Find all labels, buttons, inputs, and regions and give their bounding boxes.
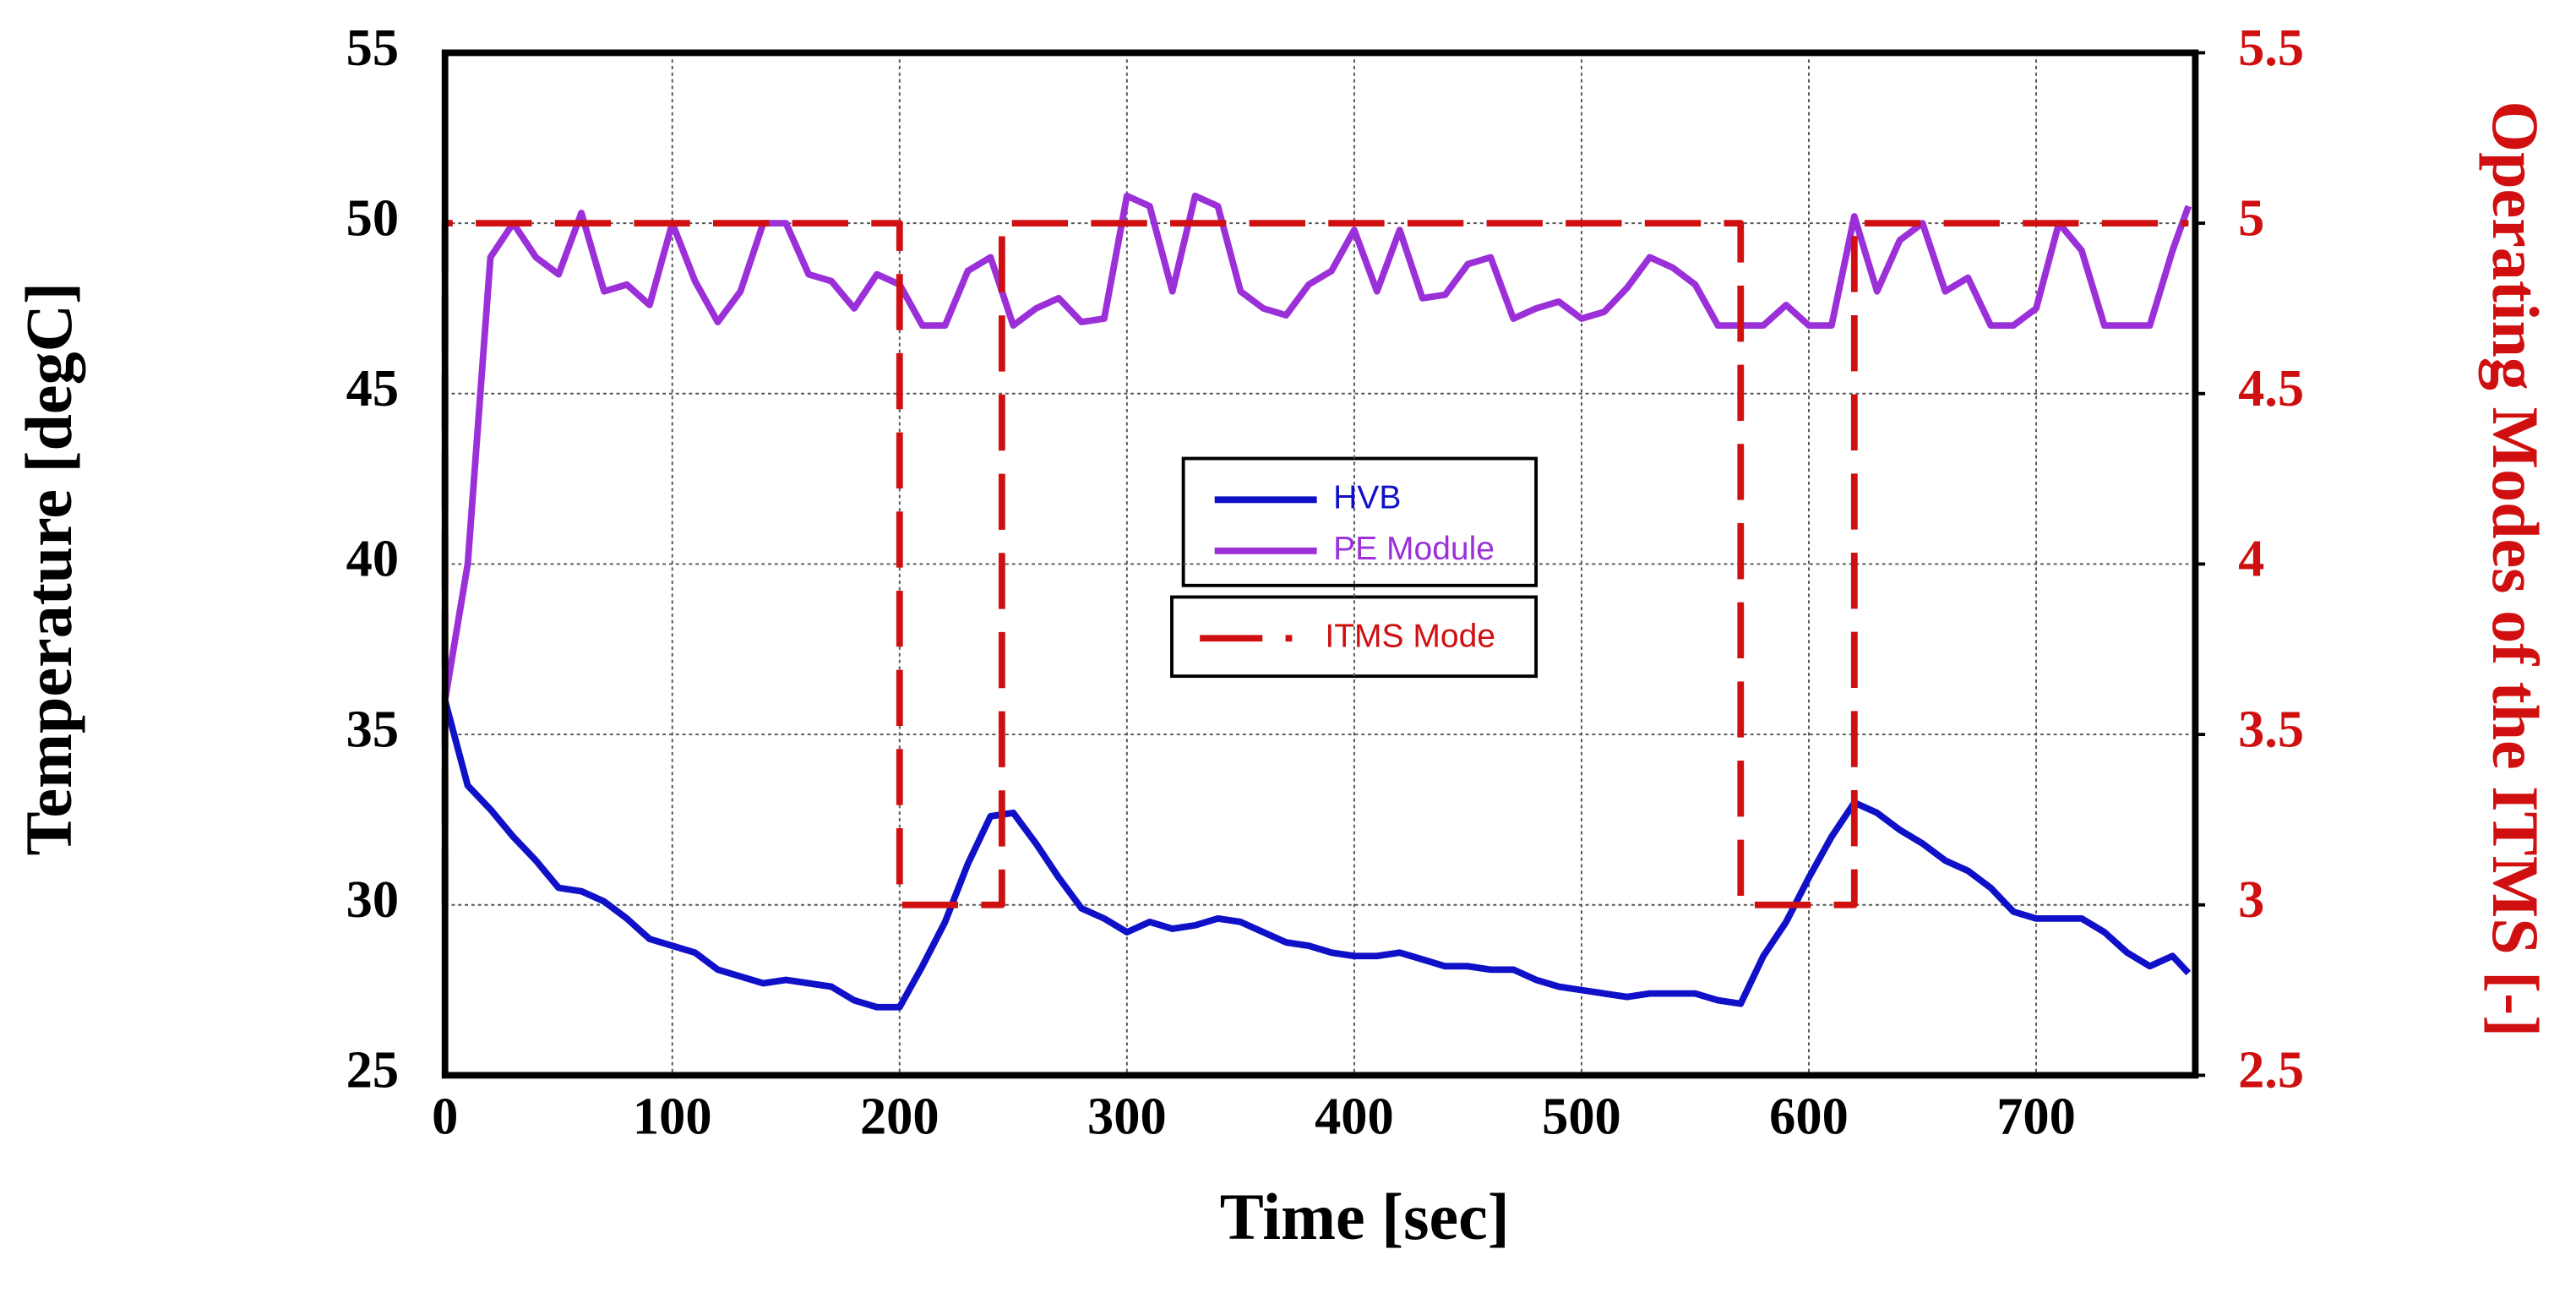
y2-tick-label: 4.5 (2238, 358, 2304, 417)
x-tick-label: 0 (432, 1086, 458, 1145)
y-tick-label: 40 (346, 529, 399, 588)
y-tick-label: 30 (346, 870, 399, 929)
y2-axis-label: Operating Modes of the ITMS [-] (2479, 101, 2552, 1037)
y2-tick-label: 2.5 (2238, 1040, 2304, 1099)
series-line (441, 699, 2192, 1011)
x-tick-label: 100 (633, 1086, 712, 1145)
x-axis-label: Time [sec] (1220, 1180, 1510, 1253)
y-axis-label: Temperature [degC] (12, 282, 85, 855)
series-line (441, 220, 2189, 908)
y-tick-label: 55 (346, 18, 399, 77)
y2-tick-label: 5.5 (2238, 18, 2304, 77)
legend-label: PE Module (1333, 531, 1495, 567)
x-tick-label: 400 (1315, 1086, 1394, 1145)
legend-label: ITMS Mode (1325, 619, 1495, 655)
y2-tick-label: 4 (2238, 529, 2264, 588)
x-tick-label: 300 (1087, 1086, 1167, 1145)
x-tick-label: 500 (1542, 1086, 1621, 1145)
series-line (441, 192, 2192, 701)
y2-tick-label: 3.5 (2238, 699, 2304, 758)
plot-frame (441, 49, 2199, 1079)
legend-box (1181, 456, 1539, 587)
x-tick-label: 700 (1996, 1086, 2076, 1145)
y-tick-label: 45 (346, 358, 399, 417)
y-tick-label: 25 (346, 1040, 399, 1099)
legend-label: HVB (1333, 480, 1401, 516)
y-tick-label: 35 (346, 699, 399, 758)
y2-tick-label: 5 (2238, 188, 2264, 247)
y2-tick-label: 3 (2238, 870, 2264, 929)
y-tick-label: 50 (346, 188, 399, 247)
x-tick-label: 600 (1769, 1086, 1849, 1145)
x-tick-label: 200 (860, 1086, 939, 1145)
